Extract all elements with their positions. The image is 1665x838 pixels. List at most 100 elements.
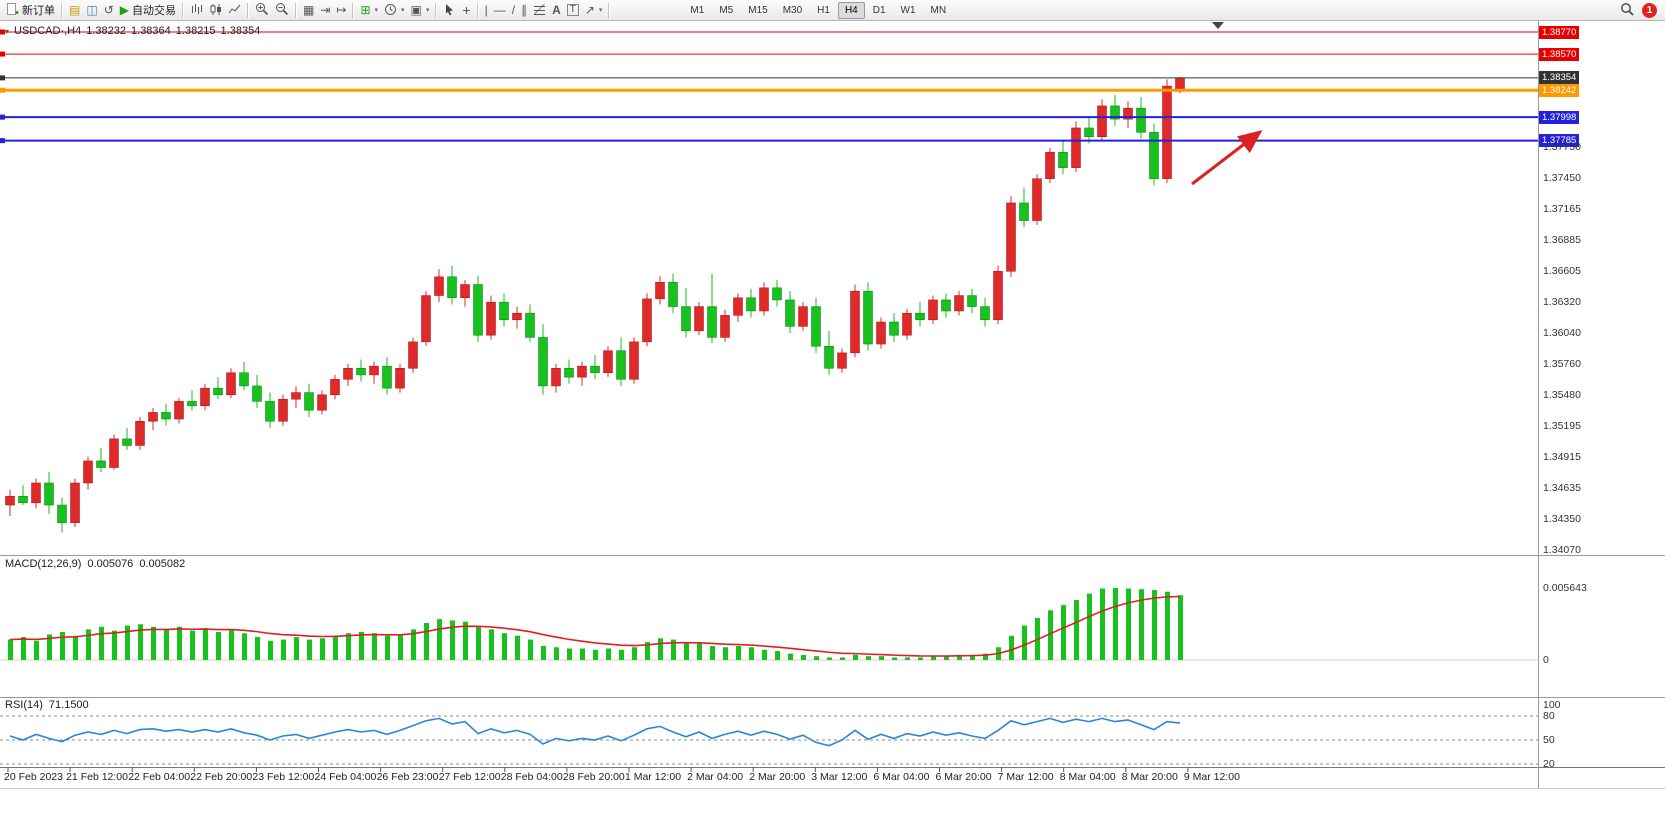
macd-bar	[385, 635, 390, 660]
tile-windows-button[interactable]: ▦	[300, 1, 317, 20]
macd-bar	[1113, 587, 1118, 660]
timeframe-m1[interactable]: M1	[690, 4, 705, 16]
macd-bar	[125, 625, 130, 660]
fibonacci-icon	[533, 3, 546, 18]
candle-body	[122, 438, 132, 446]
new-order-button[interactable]: 新订单	[3, 1, 58, 20]
autotrading-button[interactable]: ▶ 自动交易	[117, 1, 179, 20]
line-handle[interactable]	[0, 114, 5, 120]
zoom-in-button[interactable]	[252, 1, 272, 20]
chart-shift-button[interactable]: ↦	[333, 1, 349, 20]
timeframe-d1[interactable]: D1	[872, 4, 886, 16]
macd-bar	[710, 645, 715, 660]
candle-body	[798, 306, 808, 327]
candle-body	[577, 365, 587, 378]
vertical-line-button[interactable]: |	[482, 1, 491, 20]
fibonacci-button[interactable]	[530, 1, 549, 20]
templates-icon: ▣	[410, 3, 422, 17]
line-handle[interactable]	[0, 87, 5, 93]
ohlc-low: 1.38215	[175, 25, 216, 37]
notification-badge[interactable]: 1	[1642, 2, 1657, 18]
crosshair-button[interactable]: +	[459, 1, 473, 20]
search-button[interactable]	[1617, 1, 1637, 20]
macd-bar	[762, 649, 767, 660]
text-button[interactable]: A	[549, 1, 564, 20]
horizontal-line-button[interactable]: —	[491, 1, 509, 20]
candle-body	[915, 312, 925, 321]
one-click-trading-icon[interactable]: ▾	[5, 26, 10, 36]
macd-bar	[827, 657, 832, 660]
candle-body	[356, 368, 366, 376]
timeframe-h4[interactable]: H4	[837, 1, 865, 19]
timeframe-m15[interactable]: M15	[748, 4, 768, 16]
macd-bar	[320, 638, 325, 660]
arrows-button[interactable]: ↗ ▾	[582, 1, 606, 20]
templates-button[interactable]: ▣ ▾	[408, 1, 433, 20]
rsi-value: 71.1500	[48, 699, 89, 711]
line-handle[interactable]	[0, 29, 5, 35]
timeframe-mn[interactable]: MN	[930, 4, 947, 16]
equidistant-channel-icon: ∥	[521, 3, 528, 17]
macd-bar	[840, 657, 845, 660]
macd-bar	[970, 654, 975, 660]
candle-body	[395, 368, 405, 389]
text-label-button[interactable]: T	[564, 1, 582, 20]
candle-body	[1084, 127, 1094, 138]
macd-bar	[580, 648, 585, 660]
macd-bar	[1048, 610, 1053, 660]
zoom-in-icon	[255, 2, 269, 18]
candle-body	[551, 368, 561, 387]
macd-bar	[450, 620, 455, 660]
candle-body	[759, 287, 769, 312]
new-chart-button[interactable]: ⊞ ▾	[357, 1, 381, 20]
arrow-annotation[interactable]	[1191, 130, 1263, 186]
timeframe-w1[interactable]: W1	[900, 4, 916, 16]
timeframe-m5[interactable]: M5	[719, 4, 734, 16]
candle-body	[213, 387, 223, 396]
auto-scroll-button[interactable]: ⇥	[317, 1, 333, 20]
channel-button[interactable]: ∥	[518, 1, 530, 20]
toolbar-separator	[294, 2, 297, 18]
horizontal-line-icon: —	[493, 3, 506, 17]
candlestick-chart-button[interactable]	[206, 1, 225, 20]
line-handle[interactable]	[0, 138, 5, 144]
candle-body	[486, 301, 496, 336]
macd-bar	[1178, 595, 1183, 660]
macd-bar	[424, 622, 429, 660]
rsi-name: RSI(14)	[5, 699, 43, 711]
bar-chart-button[interactable]	[187, 1, 206, 20]
zoom-out-button[interactable]	[272, 1, 292, 20]
timeframe-h1[interactable]: H1	[817, 4, 830, 16]
candle-body	[733, 297, 743, 316]
macd-bar	[801, 654, 806, 660]
market-watch-icon: ▤	[69, 3, 81, 17]
market-watch-button[interactable]: ▤	[66, 1, 83, 20]
macd-label: MACD(12,26,9) 0.005076 0.005082	[5, 558, 185, 570]
candle-body	[512, 312, 522, 321]
line-handle[interactable]	[0, 51, 5, 57]
data-window-button[interactable]: ◫	[83, 1, 100, 20]
clock-icon	[384, 3, 397, 18]
line-chart-icon	[228, 3, 241, 18]
candle-body	[707, 306, 717, 338]
macd-value-main: 0.005076	[87, 558, 134, 570]
line-chart-button[interactable]	[225, 1, 244, 20]
candle-body	[720, 315, 730, 338]
chart-shift-marker[interactable]	[1212, 22, 1224, 29]
cursor-button[interactable]	[440, 1, 459, 20]
macd-bar	[1022, 625, 1027, 660]
candle-body	[876, 321, 886, 345]
macd-bar	[866, 656, 871, 660]
trendline-button[interactable]: /	[509, 1, 518, 20]
line-handle[interactable]	[0, 75, 5, 81]
timeframe-m30[interactable]: M30	[782, 4, 803, 16]
candle-body	[187, 401, 197, 407]
candle-body	[1162, 85, 1172, 179]
period-button[interactable]: ▾	[381, 1, 408, 20]
candle-body	[1045, 151, 1055, 179]
navigator-button[interactable]: ↺	[101, 1, 117, 20]
macd-bar	[658, 638, 663, 660]
macd-bar	[671, 639, 676, 660]
